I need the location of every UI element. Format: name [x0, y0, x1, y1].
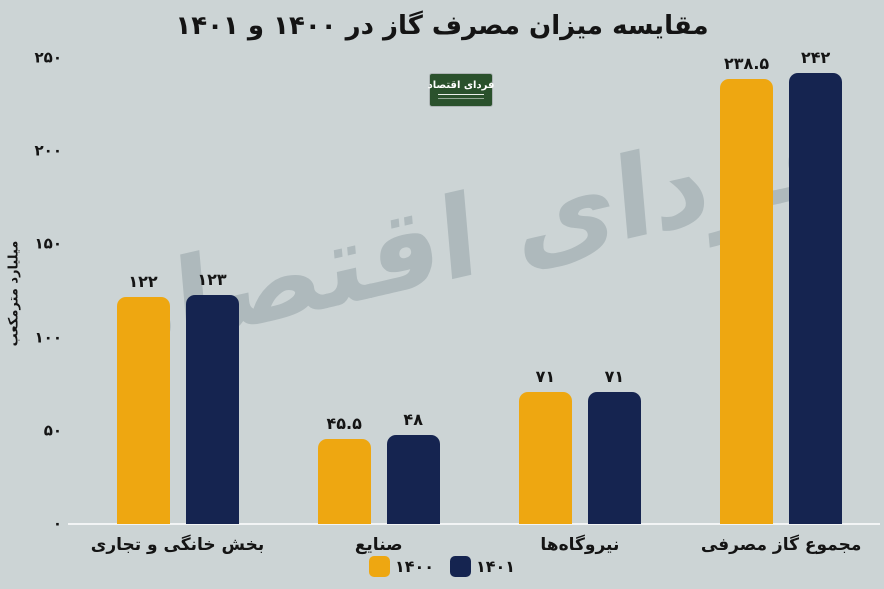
bar-series1-cat2 — [587, 391, 641, 524]
chart-title: مقایسه میزان مصرف گاز در ۱۴۰۰ و ۱۴۰۱ — [175, 11, 709, 41]
brand-logo: فردای اقتصاد — [427, 74, 495, 106]
legend-swatch-1401 — [450, 556, 471, 577]
legend: ۱۴۰۰ ۱۴۰۱ — [0, 556, 884, 577]
category-label-3: مجموع گاز مصرفی — [700, 535, 862, 555]
plot-area: ۱۲۲ ۱۲۳ ۴۵.۵ ۴۸ ۷۱ ۷۱ ۲۳۸.۵ ۲۴۲ — [75, 48, 867, 524]
brand-logo-subtitle-rule — [438, 94, 484, 99]
legend-swatch-1400 — [368, 556, 390, 577]
y-tick-200: ۲۰۰ — [34, 141, 62, 160]
bar-value-series0-cat3: ۲۳۸.۵ — [724, 54, 770, 74]
y-tick-50: ۵۰ — [43, 421, 62, 440]
y-tick-250: ۲۵۰ — [34, 48, 62, 67]
bar-value-series1-cat2: ۷۱ — [604, 366, 625, 386]
brand-logo-text: فردای اقتصاد — [427, 80, 495, 91]
x-axis-line — [68, 523, 880, 525]
bar-value-series1-cat3: ۲۴۲ — [800, 47, 831, 67]
category-label-1: صنایع — [354, 535, 403, 555]
category-label-0: بخش خانگی و تجاری — [90, 535, 265, 555]
legend-label-1401: ۱۴۰۱ — [476, 557, 516, 576]
bar-series0-cat0 — [116, 296, 170, 524]
legend-item-1400: ۱۴۰۰ — [368, 556, 434, 577]
legend-item-1401: ۱۴۰۱ — [450, 556, 515, 577]
bar-value-series1-cat0: ۱۲۳ — [197, 269, 227, 289]
y-axis-label: میلیارد مترمکعب — [6, 240, 22, 347]
category-label-2: نیروگاه‌ها — [540, 535, 620, 555]
bar-series1-cat3 — [789, 72, 843, 524]
bar-series1-cat1 — [386, 434, 440, 524]
bar-value-series1-cat1: ۴۸ — [403, 409, 423, 429]
bar-value-series0-cat1: ۴۵.۵ — [326, 414, 362, 434]
legend-label-1400: ۱۴۰۰ — [394, 557, 434, 576]
bar-series1-cat0 — [185, 294, 239, 524]
bar-series0-cat2 — [518, 391, 572, 524]
y-tick-0: ۰ — [52, 514, 62, 533]
bar-value-series0-cat2: ۷۱ — [535, 366, 556, 386]
bar-series0-cat3 — [720, 79, 774, 524]
y-tick-150: ۱۵۰ — [34, 235, 62, 254]
y-tick-100: ۱۰۰ — [34, 328, 62, 347]
bar-series0-cat1 — [317, 439, 371, 524]
bar-value-series0-cat0: ۱۲۲ — [128, 271, 158, 291]
